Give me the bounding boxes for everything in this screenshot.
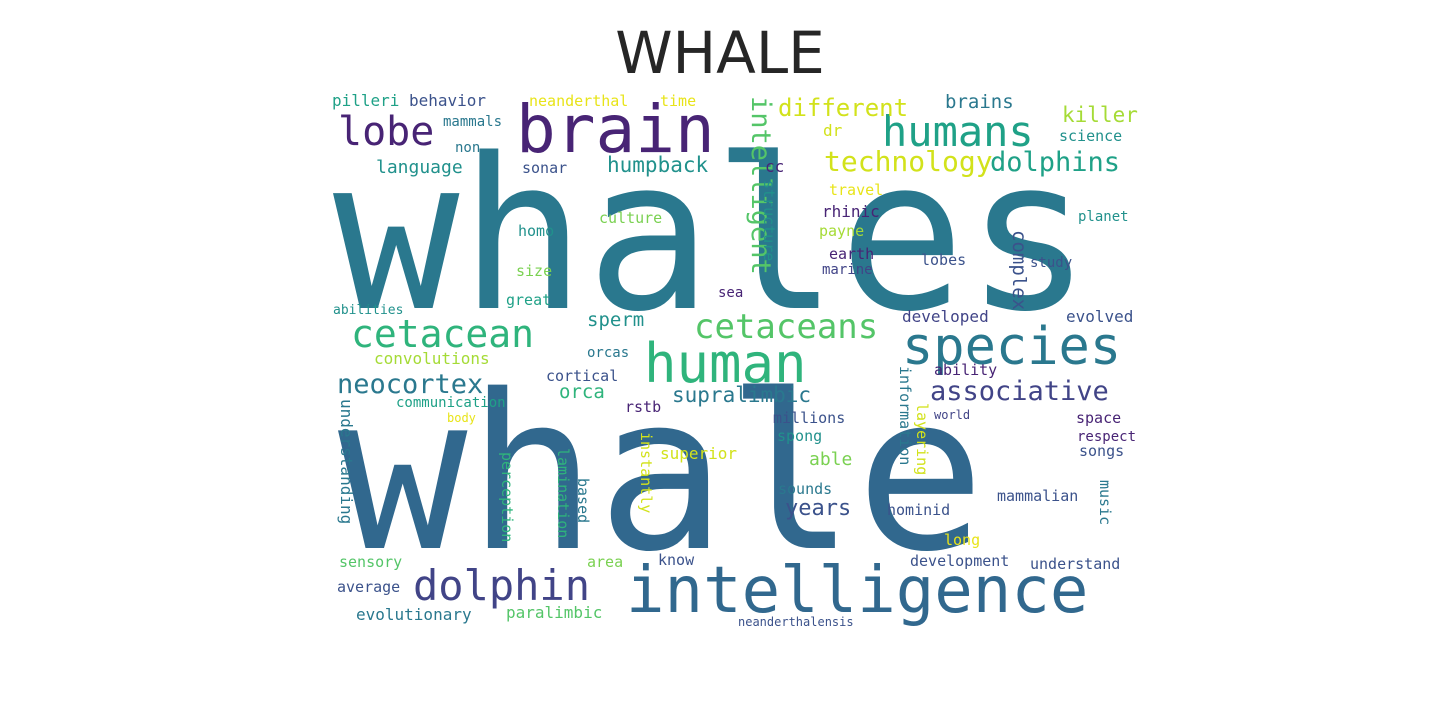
word-mammalian: mammalian <box>997 487 1078 505</box>
word-cetacean: cetacean <box>351 312 534 356</box>
word-area: area <box>587 553 623 571</box>
word-structure: structure <box>760 180 778 261</box>
word-cortical: cortical <box>546 367 618 385</box>
word-whales: whales <box>333 113 1092 358</box>
word-supralimbic: supralimbic <box>672 383 811 407</box>
word-rhinic: rhinic <box>822 202 880 221</box>
word-marine: marine <box>822 262 873 278</box>
word-earth: earth <box>829 245 874 263</box>
word-sensory: sensory <box>339 553 402 571</box>
word-rstb: rstb <box>625 398 661 416</box>
word-able: able <box>809 449 852 470</box>
word-sperm: sperm <box>587 309 644 331</box>
word-layering: layering <box>913 403 931 475</box>
word-behavior: behavior <box>409 91 486 110</box>
word-species: species <box>902 317 1121 377</box>
word-instantly: instantly <box>637 432 655 513</box>
word-travel: travel <box>829 181 883 199</box>
word-dolphins: dolphins <box>990 147 1120 178</box>
word-mammals: mammals <box>443 114 502 130</box>
word-understanding: understanding <box>337 399 356 524</box>
word-killer: killer <box>1062 103 1138 127</box>
word-whale: whale <box>338 348 985 599</box>
word-abilities: abilities <box>333 303 403 318</box>
word-perception: perception <box>498 452 516 542</box>
word-dolphin: dolphin <box>413 561 590 610</box>
word-convolutions: convolutions <box>374 349 490 368</box>
word-lobe: lobe <box>338 109 434 155</box>
word-lobes: lobes <box>921 251 966 269</box>
word-lamination: lamination <box>554 448 572 538</box>
word-information: information <box>896 366 914 465</box>
word-long: long <box>944 531 980 549</box>
word-superior: superior <box>660 444 737 463</box>
word-payne: payne <box>819 222 864 240</box>
word-culture: culture <box>599 209 662 227</box>
word-understand: understand <box>1030 555 1120 573</box>
word-respect: respect <box>1077 429 1136 445</box>
word-homo: homo <box>518 222 554 240</box>
word-spong: spong <box>777 427 822 445</box>
word-sonar: sonar <box>522 159 567 177</box>
word-average: average <box>337 578 400 596</box>
word-dr: dr <box>823 121 843 140</box>
word-great: great <box>506 291 551 309</box>
word-orca: orca <box>559 381 605 403</box>
word-technology: technology <box>824 145 993 178</box>
word-communication: communication <box>396 395 506 411</box>
word-neocortex: neocortex <box>337 369 483 400</box>
word-science: science <box>1059 127 1122 145</box>
word-evolved: evolved <box>1066 307 1133 326</box>
page-title: WHALE <box>615 19 825 87</box>
word-know: know <box>658 551 695 569</box>
word-evolutionary: evolutionary <box>356 605 472 624</box>
word-planet: planet <box>1078 209 1129 225</box>
word-study: study <box>1030 255 1072 271</box>
word-space: space <box>1076 409 1121 427</box>
word-associative: associative <box>930 376 1109 407</box>
word-neanderthalensis: neanderthalensis <box>738 615 854 629</box>
word-orcas: orcas <box>587 345 629 361</box>
word-pilleri: pilleri <box>332 91 399 110</box>
word-non: non <box>455 140 480 156</box>
word-time: time <box>660 92 696 110</box>
word-size: size <box>516 262 552 280</box>
word-complex: complex <box>1008 230 1030 310</box>
word-language: language <box>376 157 463 178</box>
word-body: body <box>447 411 476 425</box>
word-world: world <box>934 408 970 422</box>
word-millions: millions <box>773 409 845 427</box>
word-ability: ability <box>934 361 997 379</box>
word-songs: songs <box>1079 442 1124 460</box>
word-years: years <box>785 496 851 521</box>
word-developed: developed <box>902 307 989 326</box>
word-humpback: humpback <box>607 153 709 177</box>
word-development: development <box>910 552 1009 570</box>
word-paralimbic: paralimbic <box>506 603 602 622</box>
word-neanderthal: neanderthal <box>529 92 628 110</box>
word-cetaceans: cetaceans <box>694 307 878 347</box>
word-sea: sea <box>718 285 743 301</box>
word-based: based <box>574 478 592 523</box>
word-brains: brains <box>945 91 1014 113</box>
word-hominid: hominid <box>887 501 950 519</box>
word-humans: humans <box>882 107 1034 156</box>
word-brain: brain <box>516 91 715 168</box>
word-sounds: sounds <box>778 480 832 498</box>
word-different: different <box>778 94 908 122</box>
word-cc: cc <box>765 157 784 176</box>
word-intelligent: intelligent <box>745 96 776 275</box>
word-music: music <box>1096 480 1114 525</box>
word-intelligence: intelligence <box>626 554 1088 628</box>
word-human: human <box>644 332 807 395</box>
